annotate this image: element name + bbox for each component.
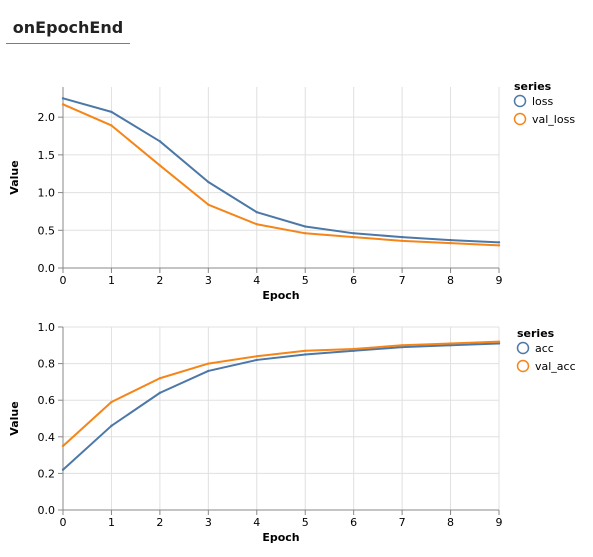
legend-symbol-loss	[513, 94, 527, 108]
x-tick-label: 4	[253, 516, 260, 529]
tab-onepochend[interactable]: onEpochEnd	[6, 14, 130, 44]
tab-label: onEpochEnd	[12, 18, 124, 37]
x-tick-label: 8	[447, 516, 454, 529]
data-point-val-loss	[61, 103, 65, 106]
series-line-acc	[62, 342, 500, 471]
x-tick-label: 1	[108, 516, 115, 529]
data-point-loss	[449, 238, 452, 242]
y-tick-label: 0.6	[38, 394, 56, 407]
y-tick-label: 0.8	[38, 358, 56, 371]
x-tick-label: 9	[496, 274, 503, 287]
y-tick-label: 1.0	[38, 187, 56, 200]
data-point-val-loss	[158, 164, 162, 167]
grid-lines	[62, 87, 500, 269]
data-point-loss	[158, 140, 162, 143]
data-point-acc	[110, 424, 113, 428]
legend-label-loss: loss	[532, 95, 554, 108]
x-tick-label: 2	[156, 274, 163, 287]
data-point-val-acc	[158, 377, 162, 380]
data-point-acc	[158, 391, 162, 395]
data-point-acc	[497, 342, 501, 345]
data-point-val-loss	[255, 223, 258, 226]
data-point-val-loss	[304, 232, 307, 235]
x-tick-label: 7	[399, 516, 406, 529]
legend-symbol-val-acc	[516, 359, 530, 373]
x-tick-label: 8	[447, 274, 454, 287]
x-tick-label: 0	[60, 274, 67, 287]
series-line-loss	[62, 97, 500, 244]
data-point-loss	[61, 97, 65, 100]
data-point-val-acc	[304, 349, 307, 352]
x-axis-title: Epoch	[262, 531, 299, 544]
x-tick-label: 3	[205, 274, 212, 287]
accuracy-chart: 0 1 2 3 4 5 6 7 8 9 0.0 0.2 0.4 0.6 0.8 1.0 Epoch Value se…	[8, 321, 576, 544]
x-tick-label: 0	[60, 516, 67, 529]
data-point-val-acc	[61, 444, 65, 448]
y-tick-label: 1.5	[38, 149, 56, 162]
y-tick-label: 0.0	[38, 262, 56, 275]
data-point-val-acc	[497, 340, 501, 343]
x-tick-label: 4	[253, 274, 260, 287]
legend: series acc val_acc	[516, 327, 576, 373]
legend-title: series	[517, 327, 555, 340]
data-point-val-loss	[400, 239, 404, 243]
data-point-loss	[497, 241, 501, 244]
data-point-val-loss	[449, 241, 452, 245]
data-point-val-loss	[207, 203, 210, 206]
data-point-val-loss	[110, 124, 113, 127]
data-point-acc	[207, 369, 210, 373]
y-tick-label: 2.0	[38, 111, 56, 124]
legend-label-val-acc: val_acc	[535, 360, 576, 373]
loss-chart: 0 1 2 3 4 5 6 7 8 9 0.0 0.5 1.0 1.5 2.0 Epoch Value serie…	[8, 80, 575, 302]
data-point-acc	[449, 344, 452, 347]
data-point-acc	[400, 345, 404, 349]
legend: series loss val_loss	[513, 80, 575, 126]
data-point-acc	[255, 358, 258, 362]
data-point-loss	[110, 110, 113, 114]
x-tick-label: 5	[302, 516, 309, 529]
data-point-acc	[304, 353, 307, 356]
y-tick-label: 1.0	[38, 321, 56, 334]
data-point-acc	[352, 349, 355, 352]
x-axis-title: Epoch	[262, 289, 299, 302]
x-tick-label: 5	[302, 274, 309, 287]
x-tick-label: 7	[399, 274, 406, 287]
y-tick-label: 0.2	[38, 467, 56, 480]
data-point-val-loss	[497, 244, 501, 247]
series-line-val-loss	[62, 103, 500, 247]
legend-symbol-val-loss	[513, 112, 527, 126]
legend-label-acc: acc	[535, 342, 554, 355]
grid-lines	[62, 326, 500, 511]
data-point-val-acc	[255, 355, 258, 358]
data-point-loss	[255, 210, 258, 214]
data-point-val-acc	[207, 362, 210, 365]
y-axis-title: Value	[8, 160, 21, 194]
y-tick-label: 0.4	[38, 431, 56, 444]
y-axis-title: Value	[8, 401, 21, 435]
x-tick-label: 6	[350, 274, 357, 287]
series-line-val-acc	[62, 340, 500, 447]
data-point-val-acc	[400, 344, 404, 347]
tab-underline	[6, 43, 130, 44]
legend-label-val-loss: val_loss	[532, 113, 575, 126]
x-tick-label: 1	[108, 274, 115, 287]
y-tick-label: 0.5	[38, 224, 56, 237]
legend-symbol-acc	[516, 341, 530, 355]
data-point-val-acc	[352, 347, 355, 351]
data-point-acc	[61, 468, 65, 471]
x-tick-label: 6	[350, 516, 357, 529]
data-point-loss	[400, 235, 404, 239]
data-point-val-loss	[352, 235, 355, 239]
data-point-val-acc	[449, 342, 452, 345]
data-point-loss	[304, 225, 307, 228]
y-tick-label: 0.0	[38, 504, 56, 517]
data-point-loss	[352, 232, 355, 235]
data-point-loss	[207, 180, 210, 184]
data-point-val-acc	[110, 400, 113, 404]
legend-title: series	[514, 80, 552, 93]
x-tick-label: 3	[205, 516, 212, 529]
x-tick-label: 2	[156, 516, 163, 529]
x-tick-label: 9	[496, 516, 503, 529]
